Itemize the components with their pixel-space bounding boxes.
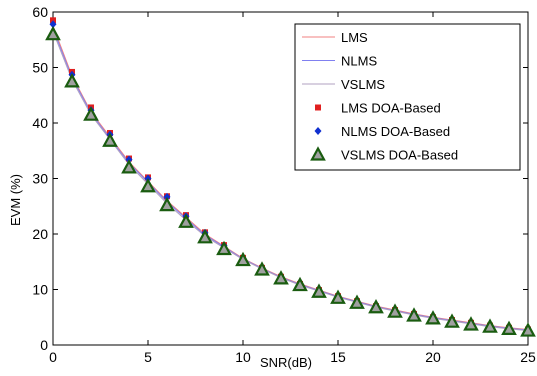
x-axis-ticks: 0 5 10 15 20 25	[49, 12, 536, 365]
legend-swatch-lms-doa-based	[315, 104, 321, 111]
x-tick-label: 10	[235, 349, 251, 365]
legend-label-vslms-doa-based: VSLMS DOA-Based	[341, 148, 458, 163]
legend-label-lms-doa-based: LMS DOA-Based	[341, 101, 441, 116]
y-tick-label: 20	[32, 226, 48, 242]
legend-box	[294, 23, 521, 171]
legend-label-nlms: NLMS	[341, 54, 377, 69]
x-tick-label: 15	[330, 349, 346, 365]
y-axis-ticks: 0 10 20 30 40 50 60	[32, 4, 528, 353]
data-point-vslms-doa-based	[159, 196, 175, 212]
legend-label-vslms: VSLMS	[341, 77, 385, 92]
y-tick-label: 50	[32, 60, 48, 76]
series-markers	[45, 17, 536, 337]
legend-swatch-vslms-doa-based	[310, 146, 326, 161]
data-point-vslms-doa-based	[178, 213, 194, 228]
data-point-vslms-doa-based	[83, 106, 99, 121]
y-axis-label: EVM (%)	[8, 174, 23, 226]
data-point-vslms-doa-based	[406, 307, 422, 322]
data-point-vslms-doa-based	[444, 313, 460, 328]
y-tick-label: 60	[32, 4, 48, 20]
data-point-vslms-doa-based	[273, 270, 289, 285]
data-point-vslms-doa-based	[216, 240, 232, 256]
data-point-nlms-doa-based	[163, 192, 171, 201]
x-tick-label: 20	[425, 349, 441, 365]
data-point-vslms-doa-based	[501, 320, 517, 336]
x-tick-label: 0	[49, 349, 57, 365]
data-point-vslms-doa-based	[311, 283, 327, 298]
y-tick-label: 10	[32, 282, 48, 298]
legend: LMS NLMS VSLMS LMS DOA-Based NLMS DOA-Based V…	[294, 23, 521, 171]
data-point-vslms-doa-based	[349, 294, 365, 309]
y-tick-label: 30	[32, 171, 48, 187]
data-point-vslms-doa-based	[292, 276, 308, 292]
y-tick-label: 0	[40, 337, 48, 353]
data-point-vslms-doa-based	[520, 322, 536, 337]
data-point-vslms-doa-based	[235, 251, 251, 267]
data-point-vslms-doa-based	[463, 316, 479, 331]
data-point-vslms-doa-based	[254, 261, 270, 276]
data-point-vslms-doa-based	[64, 73, 80, 88]
x-tick-label: 5	[144, 349, 152, 365]
data-point-vslms-doa-based	[330, 289, 346, 304]
legend-label-nlms-doa-based: NLMS DOA-Based	[341, 124, 450, 139]
x-axis-label: SNR(dB)	[260, 355, 312, 370]
data-point-vslms-doa-based	[368, 298, 384, 314]
legend-label-lms: LMS	[341, 30, 368, 45]
y-tick-label: 40	[32, 115, 48, 131]
data-point-vslms-doa-based	[45, 25, 61, 41]
data-point-vslms-doa-based	[140, 177, 156, 193]
data-point-nlms-doa-based	[49, 20, 57, 29]
x-tick-label: 25	[520, 349, 536, 365]
data-point-vslms-doa-based	[102, 132, 118, 147]
data-point-vslms-doa-based	[482, 318, 498, 333]
data-point-vslms-doa-based	[387, 303, 403, 318]
legend-swatch-nlms-doa-based	[314, 127, 322, 135]
data-point-vslms-doa-based	[197, 229, 213, 244]
data-point-vslms-doa-based	[121, 159, 137, 174]
data-point-vslms-doa-based	[425, 310, 441, 325]
